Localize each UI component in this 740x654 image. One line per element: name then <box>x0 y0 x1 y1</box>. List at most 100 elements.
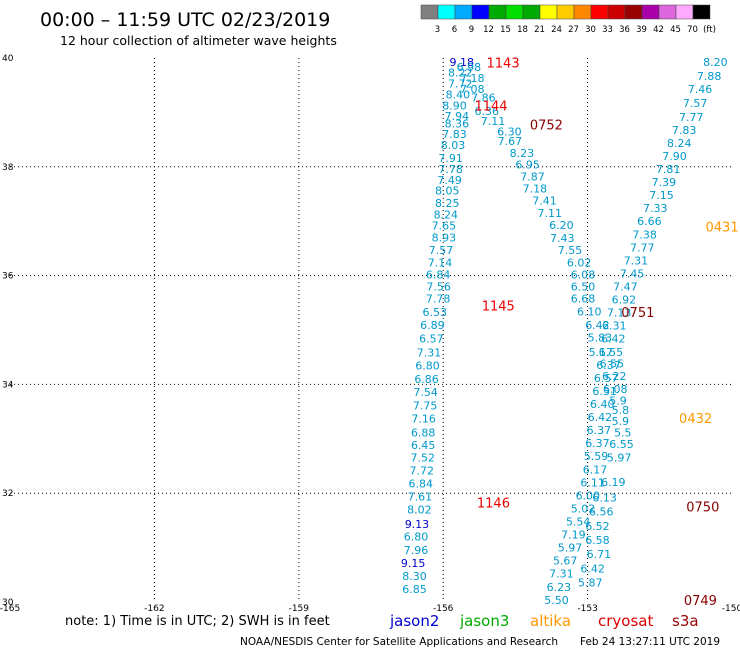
wave-height-value: 7.90 <box>662 150 687 163</box>
colorbar-label: (ft) <box>703 25 716 35</box>
legend-s3a: s3a <box>672 612 699 630</box>
colorbar-swatch <box>556 4 575 20</box>
wave-height-value: 6.37 <box>596 359 621 372</box>
wave-height-value: 6.36 <box>474 105 499 118</box>
wave-height-value: 8.03 <box>441 139 466 152</box>
x-tick-label: -165 <box>0 604 20 614</box>
wave-height-value: 7.55 <box>558 244 583 257</box>
wave-height-value: 5.50 <box>544 594 569 607</box>
wave-height-value: 5.83 <box>588 332 613 345</box>
wave-height-value: 6.30 <box>497 125 522 138</box>
colorbar-swatch <box>471 4 490 20</box>
pass-time-label: 1145 <box>482 300 515 315</box>
wave-height-value: 7.88 <box>697 70 722 83</box>
wave-height-value: 6.92 <box>612 294 637 307</box>
colorbar-label: 24 <box>551 25 562 35</box>
wave-height-value: 5.8 <box>612 404 630 417</box>
wave-height-value: 8.05 <box>435 185 460 198</box>
wave-height-value: 7.31 <box>417 346 442 359</box>
wave-height-value: 6.57 <box>419 333 444 346</box>
wave-height-value: 7.61 <box>408 490 433 503</box>
track-s3a: 8.207.887.467.577.777.838.247.907.817.39… <box>544 56 727 607</box>
colorbar-label: 45 <box>670 25 681 35</box>
wave-height-value: 7.54 <box>413 386 438 399</box>
wave-height-value: 8.40 <box>446 88 471 101</box>
wave-height-value: 6.50 <box>571 280 596 293</box>
colorbar-swatch <box>539 4 558 20</box>
colorbar-swatch <box>624 4 643 20</box>
colorbar-label: 39 <box>636 25 647 35</box>
wave-height-value: 7.72 <box>410 464 435 477</box>
wave-height-value: 7.33 <box>643 202 668 215</box>
x-tick-label: -162 <box>144 604 164 614</box>
wave-height-value: 7.96 <box>404 544 429 557</box>
colorbar-swatch <box>590 4 609 20</box>
wave-height-value: 6.13 <box>592 492 617 505</box>
colorbar-label: 12 <box>483 25 494 35</box>
colorbar-label: 27 <box>568 25 579 35</box>
x-tick-label: -156 <box>433 604 454 614</box>
wave-height-value: 7.72 <box>448 78 473 91</box>
wave-height-value: 7.65 <box>432 220 457 233</box>
wave-height-value: 8.30 <box>402 570 427 583</box>
legend-jason3: jason3 <box>459 612 509 630</box>
y-tick-label: 32 <box>2 489 13 499</box>
colorbar-label: 15 <box>500 25 511 35</box>
wave-height-value: 5.9 <box>612 415 630 428</box>
wave-height-value: 6.45 <box>411 439 436 452</box>
colorbar-swatch <box>437 4 456 20</box>
wave-height-value: 7.86 <box>471 92 496 105</box>
wave-height-value: 6.17 <box>583 463 608 476</box>
pass-time-label: 0751 <box>621 306 654 321</box>
wave-height-value: 7.43 <box>550 232 575 245</box>
wave-height-value: 6.84 <box>409 477 434 490</box>
wave-height-value: 7.87 <box>520 171 545 184</box>
pass-time-label: 0750 <box>686 500 719 515</box>
colorbar-swatch <box>658 4 677 20</box>
wave-height-value: 7.45 <box>620 267 645 280</box>
wave-height-value: 9.18 <box>449 56 474 69</box>
wave-height-value: 6.31 <box>592 385 617 398</box>
colorbar-label: 3 <box>435 25 440 35</box>
wave-height-value: 6.37 <box>585 437 610 450</box>
colorbar-swatch <box>505 4 524 20</box>
wave-height-value: 6.42 <box>601 333 626 346</box>
wave-height-value: 8.24 <box>667 137 692 150</box>
wave-height-value: 7.56 <box>426 280 451 293</box>
x-tick-label: -153 <box>577 604 597 614</box>
plot-area: -165 -162 -159 -156 -153 -150 30 32 34 36 38 40 9.18… <box>0 54 740 614</box>
y-tick-label: 34 <box>2 380 14 390</box>
wave-height-value: 6.86 <box>414 373 439 386</box>
wave-height-value: 7.47 <box>613 280 638 293</box>
wave-height-value: 6.40 <box>590 398 615 411</box>
wave-height-value: 6.42 <box>588 411 613 424</box>
wave-height-value: 6.68 <box>571 292 596 305</box>
wave-height-value: 6.56 <box>589 506 614 519</box>
wave-height-value: 8.90 <box>442 99 467 112</box>
wave-height-value: 7.11 <box>481 115 506 128</box>
y-tick-label: 40 <box>2 54 14 64</box>
colorbar-label: 33 <box>602 25 613 35</box>
colorbar-label: 36 <box>619 25 630 35</box>
wave-height-value: 6.08 <box>571 269 596 282</box>
colorbar-label: 30 <box>585 25 596 35</box>
wave-height-value: 7.83 <box>442 128 467 141</box>
wave-height-value: 7.91 <box>438 152 463 165</box>
wave-height-value: 6.95 <box>515 159 540 172</box>
wave-height-value: 6.42 <box>585 319 610 332</box>
colorbar-label: 70 <box>687 25 698 35</box>
wave-height-value: 6.08 <box>603 383 628 396</box>
x-tick-label: -150 <box>722 604 740 614</box>
wave-height-value: 7.67 <box>498 135 523 148</box>
wave-height-value: 6.71 <box>587 548 612 561</box>
pass-time-label: 1146 <box>477 496 510 511</box>
wave-height-value: 5.9 <box>609 395 627 408</box>
wave-height-value: 7.31 <box>624 254 649 267</box>
wave-height-value: 6.42 <box>580 562 605 575</box>
wave-height-value: 7.11 <box>538 207 563 220</box>
legend-altika: altika <box>530 612 571 630</box>
wave-height-value: 6.55 <box>609 438 634 451</box>
wave-height-value: 7.15 <box>649 189 674 202</box>
wave-height-value: 7.94 <box>445 110 470 123</box>
wave-height-value: 6.53 <box>423 306 448 319</box>
